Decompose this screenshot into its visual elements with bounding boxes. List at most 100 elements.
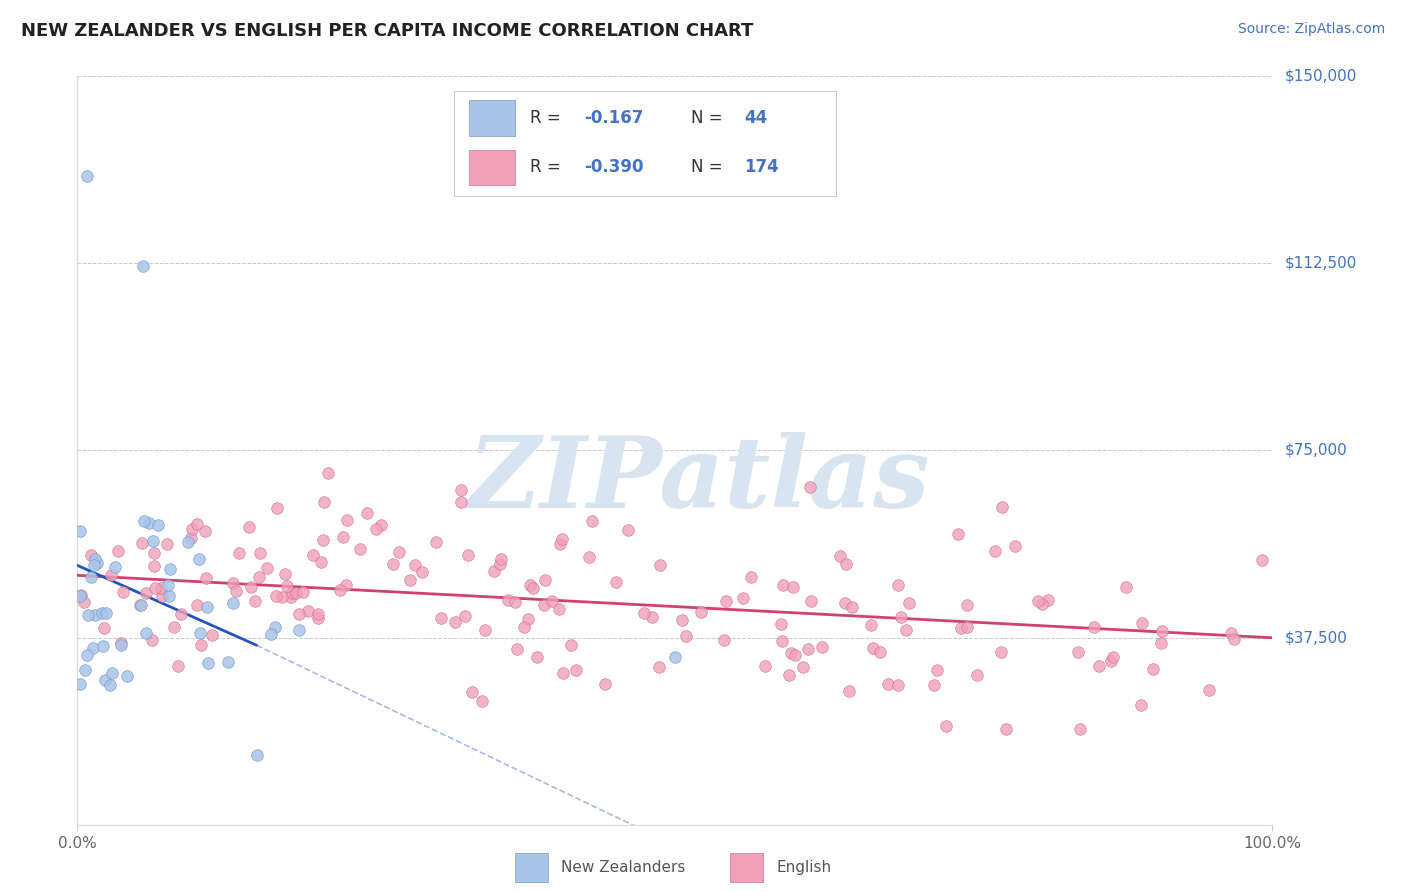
Point [1150, 636, 1173, 650]
Point [935, 718, 957, 732]
Point [1004, 539, 1026, 553]
Point [713, 632, 735, 647]
Point [838, 684, 860, 698]
Point [593, 676, 616, 690]
Point [110, 638, 132, 652]
Point [225, 584, 247, 599]
Point [238, 520, 260, 534]
Point [381, 557, 404, 571]
Point [110, 635, 132, 649]
Point [129, 598, 152, 612]
Point [138, 516, 160, 530]
Point [188, 552, 211, 566]
Point [443, 615, 465, 630]
Point [115, 669, 138, 683]
Point [859, 617, 882, 632]
Point [984, 543, 1007, 558]
Point [370, 518, 392, 533]
Point [94, 606, 117, 620]
Point [922, 678, 945, 692]
Point [1219, 625, 1241, 640]
Point [1102, 649, 1125, 664]
Point [1115, 580, 1137, 594]
Point [94, 673, 117, 688]
Point [533, 598, 555, 612]
Point [948, 527, 970, 541]
Point [86, 556, 108, 570]
Point [332, 530, 354, 544]
Point [834, 596, 856, 610]
Point [156, 577, 179, 591]
Point [489, 557, 512, 571]
Point [966, 667, 988, 681]
Point [799, 479, 821, 493]
Point [616, 523, 638, 537]
Point [90, 607, 112, 621]
Point [107, 544, 129, 558]
Point [754, 659, 776, 673]
Point [551, 532, 574, 546]
Point [276, 579, 298, 593]
Point [387, 545, 409, 559]
Point [98, 678, 121, 692]
Point [949, 621, 972, 635]
Point [201, 628, 224, 642]
Point [170, 607, 193, 622]
Point [142, 559, 165, 574]
Point [316, 467, 339, 481]
Point [1028, 594, 1050, 608]
Point [797, 642, 820, 657]
Point [876, 677, 898, 691]
Point [1036, 593, 1059, 607]
Point [335, 513, 357, 527]
Point [1142, 662, 1164, 676]
Point [503, 595, 526, 609]
Text: NEW ZEALANDER VS ENGLISH PER CAPITA INCOME CORRELATION CHART: NEW ZEALANDER VS ENGLISH PER CAPITA INCO… [21, 22, 754, 40]
Point [1198, 683, 1220, 698]
Point [664, 650, 686, 665]
Point [84, 552, 107, 566]
Point [143, 582, 166, 596]
Point [134, 514, 156, 528]
Point [73, 595, 96, 609]
Point [281, 585, 304, 599]
Point [887, 678, 910, 692]
Point [399, 573, 422, 587]
Point [335, 578, 357, 592]
Text: $37,500: $37,500 [1285, 631, 1347, 645]
Point [898, 596, 921, 610]
Point [131, 536, 153, 550]
Point [287, 607, 309, 621]
Point [484, 564, 506, 578]
Point [772, 578, 794, 592]
Point [810, 640, 832, 654]
Point [312, 533, 335, 547]
Point [489, 551, 512, 566]
Point [841, 600, 863, 615]
Point [69, 677, 91, 691]
Point [800, 593, 823, 607]
Point [1069, 723, 1091, 737]
Point [675, 629, 697, 643]
Point [256, 561, 278, 575]
Point [430, 611, 453, 625]
Point [247, 570, 270, 584]
Point [70, 589, 93, 603]
Point [792, 660, 814, 674]
Point [994, 722, 1017, 736]
Point [1251, 553, 1274, 567]
Point [519, 578, 541, 592]
Point [1031, 597, 1053, 611]
Point [650, 558, 672, 573]
Point [349, 541, 371, 556]
Point [1130, 615, 1153, 630]
Point [886, 578, 908, 592]
Point [460, 685, 482, 699]
Point [91, 639, 114, 653]
Point [457, 548, 479, 562]
Point [517, 612, 540, 626]
Point [450, 495, 472, 509]
Point [513, 620, 536, 634]
Point [314, 495, 336, 509]
Point [1083, 620, 1105, 634]
